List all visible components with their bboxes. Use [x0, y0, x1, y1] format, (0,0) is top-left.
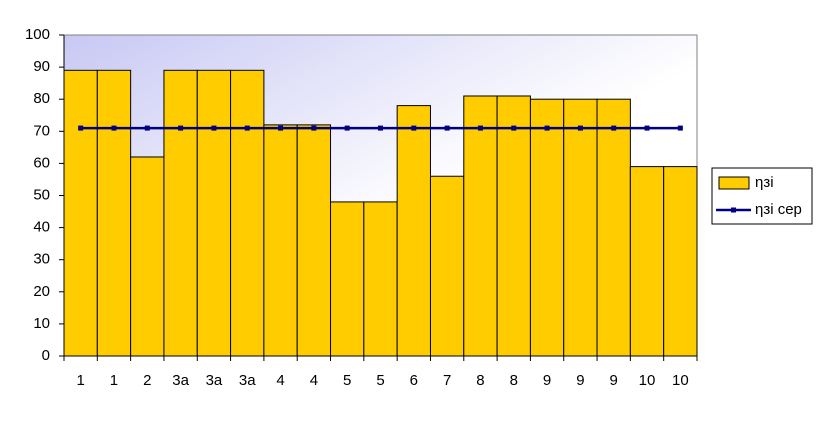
legend-swatch: [718, 176, 750, 190]
line-marker: [311, 125, 317, 131]
x-tick-label: 10: [639, 372, 656, 389]
line-marker: [178, 125, 184, 131]
line-marker: [477, 125, 483, 131]
bar: [330, 201, 365, 357]
y-tick-label: 90: [33, 58, 50, 75]
line-marker: [677, 125, 683, 131]
line-marker: [644, 125, 650, 131]
bar: [163, 69, 198, 357]
bar: [263, 124, 298, 357]
x-tick-label: 3а: [172, 372, 189, 389]
y-tick-label: 100: [25, 26, 50, 43]
bar: [629, 166, 665, 357]
bar: [529, 98, 565, 357]
line-marker: [344, 125, 350, 131]
bar: [96, 69, 132, 357]
x-tick-label: 7: [443, 372, 451, 389]
line-marker: [78, 125, 84, 131]
line-marker: [211, 125, 217, 131]
bar: [396, 105, 431, 357]
y-tick-label: 60: [33, 154, 50, 171]
line-marker: [444, 125, 450, 131]
x-tick-label: 9: [610, 372, 618, 389]
bar: [130, 156, 165, 357]
x-tick-label: 9: [576, 372, 584, 389]
x-tick-label: 5: [376, 372, 384, 389]
line-marker: [411, 125, 417, 131]
y-tick-label: 10: [33, 315, 50, 332]
x-tick-label: 8: [510, 372, 518, 389]
bar: [496, 95, 531, 357]
x-tick-label: 1: [110, 372, 118, 389]
x-tick-label: 10: [672, 372, 689, 389]
legend-marker: [731, 207, 736, 213]
bar: [663, 166, 698, 357]
legend-label: ηзі сер: [755, 201, 802, 218]
y-tick-label: 80: [33, 90, 50, 107]
x-tick-label: 3а: [239, 372, 256, 389]
y-tick-label: 30: [33, 251, 50, 268]
y-tick-label: 40: [33, 219, 50, 236]
x-tick-label: 2: [143, 372, 151, 389]
x-tick-label: 8: [476, 372, 484, 389]
y-tick-label: 20: [33, 283, 50, 300]
x-tick-label: 4: [310, 372, 318, 389]
line-marker: [611, 125, 617, 131]
bar: [230, 69, 265, 357]
legend-label: ηзі: [755, 174, 774, 191]
bar: [429, 175, 465, 357]
line-marker: [111, 125, 117, 131]
bar: [463, 95, 498, 357]
line-marker: [244, 125, 250, 131]
line-marker: [144, 125, 150, 131]
x-tick-label: 6: [410, 372, 418, 389]
x-tick-label: 5: [343, 372, 351, 389]
y-tick-label: 50: [33, 186, 50, 203]
y-tick-label: 0: [42, 347, 50, 364]
x-tick-label: 1: [76, 372, 84, 389]
x-tick-label: 3а: [206, 372, 223, 389]
bar: [363, 201, 398, 357]
y-tick-label: 70: [33, 122, 50, 139]
x-tick-label: 9: [543, 372, 551, 389]
bar: [196, 69, 232, 357]
bar: [296, 124, 332, 357]
line-marker: [577, 125, 583, 131]
bar: [563, 98, 598, 357]
line-marker: [278, 125, 284, 131]
line-marker: [378, 125, 383, 131]
line-marker: [544, 125, 550, 131]
x-tick-label: 4: [276, 372, 284, 389]
bar: [596, 98, 631, 357]
line-marker: [511, 125, 517, 131]
bar: [63, 69, 98, 357]
